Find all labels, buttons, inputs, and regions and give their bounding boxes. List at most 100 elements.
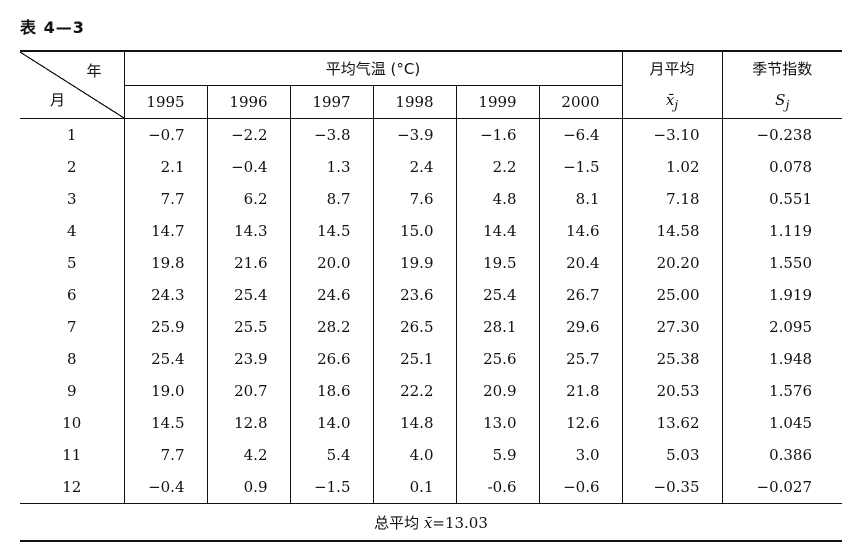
temperature-cell-1995: 24.3 bbox=[124, 279, 208, 311]
temperature-cell-1996: 25.4 bbox=[207, 279, 291, 311]
temperature-cell-2000: 26.7 bbox=[539, 279, 623, 311]
temperature-cell-1998: 4.0 bbox=[373, 439, 457, 471]
temperature-cell-1995: 19.8 bbox=[124, 247, 208, 279]
seasonal-index-cell: 0.551 bbox=[769, 190, 813, 208]
temperature-cell-1997: −1.5 bbox=[290, 471, 374, 504]
grand-average-value: =13.03 bbox=[432, 513, 488, 532]
temperature-cell-1999: 4.8 bbox=[456, 183, 540, 215]
temperature-cell-1996: 21.6 bbox=[207, 247, 291, 279]
month-cell: 9 bbox=[20, 375, 125, 407]
seasonal-index-cell: 1.119 bbox=[769, 222, 813, 240]
temperature-cell-1996: 20.7 bbox=[207, 375, 291, 407]
temperature-cell-1995: −0.7 bbox=[124, 118, 208, 151]
temperature-cell-1995: 14.5 bbox=[124, 407, 208, 439]
table-row: 8 25.4 23.9 26.6 25.1 25.6 25.7 25.38 1.948 bbox=[20, 343, 842, 375]
temperature-cell-2000: 29.6 bbox=[539, 311, 623, 343]
seasonal-index-cell: −0.027 bbox=[756, 478, 813, 496]
temperature-cell-1997: 5.4 bbox=[290, 439, 374, 471]
temperature-cell-2000: 14.6 bbox=[539, 215, 623, 247]
temperature-cell-1999: 5.9 bbox=[456, 439, 540, 471]
temperature-cell-1999: 20.9 bbox=[456, 375, 540, 407]
year-header-1999: 1999 bbox=[456, 85, 540, 119]
temperature-cell-1998: 15.0 bbox=[373, 215, 457, 247]
temperature-cell-1996: −0.4 bbox=[207, 151, 291, 183]
table-row: 12 −0.4 0.9 −1.5 0.1 -0.6 −0.6 −0.35 −0.027 bbox=[20, 471, 842, 504]
table-body: 1 −0.7 −2.2 −3.8 −3.9 −1.6 −6.4 −3.10 −0.238 2 2.1… bbox=[20, 118, 842, 504]
monthly-avg-symbol: x̄j bbox=[622, 85, 723, 119]
temperature-cell-1997: 8.7 bbox=[290, 183, 374, 215]
table-caption: 表 4—3 bbox=[20, 18, 85, 37]
temperature-cell-2000: 21.8 bbox=[539, 375, 623, 407]
monthly-avg-cell: 5.03 bbox=[622, 439, 723, 471]
temperature-table: 年 月 平均气温 (°C) 月平均 季节指数 1995 1996 1997 19… bbox=[20, 50, 843, 542]
month-cell: 10 bbox=[20, 407, 125, 439]
table-row: 11 7.7 4.2 5.4 4.0 5.9 3.0 5.03 0.386 bbox=[20, 439, 842, 471]
year-header-1998: 1998 bbox=[373, 85, 457, 119]
table-row: 3 7.7 6.2 8.7 7.6 4.8 8.1 7.18 0.551 bbox=[20, 183, 842, 215]
temperature-cell-1998: 23.6 bbox=[373, 279, 457, 311]
temperature-cell-1997: 20.0 bbox=[290, 247, 374, 279]
temperature-cell-2000: −1.5 bbox=[539, 151, 623, 183]
temperature-cell-1997: 14.5 bbox=[290, 215, 374, 247]
seasonal-index-symbol-s: S bbox=[775, 91, 786, 110]
temperature-cell-1996: 12.8 bbox=[207, 407, 291, 439]
corner-month-label: 月 bbox=[50, 91, 66, 109]
monthly-avg-cell: 7.18 bbox=[622, 183, 723, 215]
table-row: 2 2.1 −0.4 1.3 2.4 2.2 −1.5 1.02 0.078 bbox=[20, 151, 842, 183]
temperature-cell-1995: 19.0 bbox=[124, 375, 208, 407]
temperature-cell-1999: 2.2 bbox=[456, 151, 540, 183]
temperature-cell-1998: 26.5 bbox=[373, 311, 457, 343]
temperature-cell-1997: 24.6 bbox=[290, 279, 374, 311]
year-header-row: 1995 1996 1997 1998 1999 2000 x̄j Sj bbox=[20, 85, 843, 119]
year-header-1996: 1996 bbox=[207, 85, 291, 119]
table-row: 10 14.5 12.8 14.0 14.8 13.0 12.6 13.62 1.045 bbox=[20, 407, 842, 439]
corner-year-label: 年 bbox=[86, 62, 102, 80]
temperature-cell-1998: 2.4 bbox=[373, 151, 457, 183]
year-header-1995: 1995 bbox=[124, 85, 208, 119]
temperature-cell-1996: 0.9 bbox=[207, 471, 291, 504]
temperature-cell-1999: 13.0 bbox=[456, 407, 540, 439]
monthly-avg-cell: 1.02 bbox=[622, 151, 723, 183]
monthly-avg-cell: 25.00 bbox=[622, 279, 723, 311]
month-cell: 2 bbox=[20, 151, 125, 183]
table-row: 1 −0.7 −2.2 −3.8 −3.9 −1.6 −6.4 −3.10 −0.238 bbox=[20, 118, 842, 151]
month-cell: 8 bbox=[20, 343, 125, 375]
temperature-cell-1996: 6.2 bbox=[207, 183, 291, 215]
temperature-cell-1999: -0.6 bbox=[456, 471, 540, 504]
table-row: 9 19.0 20.7 18.6 22.2 20.9 21.8 20.53 1.576 bbox=[20, 375, 842, 407]
monthly-avg-cell: 27.30 bbox=[622, 311, 723, 343]
temperature-cell-1996: 25.5 bbox=[207, 311, 291, 343]
seasonal-index-cell: 1.550 bbox=[769, 254, 813, 272]
seasonal-index-cell: 1.045 bbox=[769, 414, 813, 432]
month-cell: 11 bbox=[20, 439, 125, 471]
temperature-cell-1998: 0.1 bbox=[373, 471, 457, 504]
monthly-avg-cell: 25.38 bbox=[622, 343, 723, 375]
monthly-avg-cell: −0.35 bbox=[622, 471, 723, 504]
temperature-cell-1998: 14.8 bbox=[373, 407, 457, 439]
temperature-cell-1995: 25.4 bbox=[124, 343, 208, 375]
seasonal-index-symbol: Sj bbox=[722, 85, 843, 119]
temperature-cell-1998: −3.9 bbox=[373, 118, 457, 151]
seasonal-index-cell: 1.576 bbox=[769, 382, 813, 400]
seasonal-index-cell: 2.095 bbox=[769, 318, 813, 336]
temperature-cell-1997: 26.6 bbox=[290, 343, 374, 375]
temperature-cell-2000: 3.0 bbox=[539, 439, 623, 471]
temperature-cell-1996: 4.2 bbox=[207, 439, 291, 471]
month-cell: 6 bbox=[20, 279, 125, 311]
temperature-cell-2000: 25.7 bbox=[539, 343, 623, 375]
temperature-cell-1999: 14.4 bbox=[456, 215, 540, 247]
grand-average-cell: 总平均 x̄=13.03 bbox=[20, 503, 843, 542]
temperature-cell-1998: 7.6 bbox=[373, 183, 457, 215]
corner-header-cell: 年 月 bbox=[20, 50, 125, 119]
temperature-cell-1996: 23.9 bbox=[207, 343, 291, 375]
seasonal-index-cell: 1.948 bbox=[769, 350, 813, 368]
table-row: 5 19.8 21.6 20.0 19.9 19.5 20.4 20.20 1.550 bbox=[20, 247, 842, 279]
monthly-avg-header: 月平均 bbox=[622, 50, 723, 86]
temperature-cell-1995: 14.7 bbox=[124, 215, 208, 247]
grand-average-symbol: x̄ bbox=[423, 513, 433, 532]
temperature-cell-1999: 25.6 bbox=[456, 343, 540, 375]
temperature-cell-2000: −0.6 bbox=[539, 471, 623, 504]
temperature-cell-1999: −1.6 bbox=[456, 118, 540, 151]
monthly-avg-cell: 20.20 bbox=[622, 247, 723, 279]
